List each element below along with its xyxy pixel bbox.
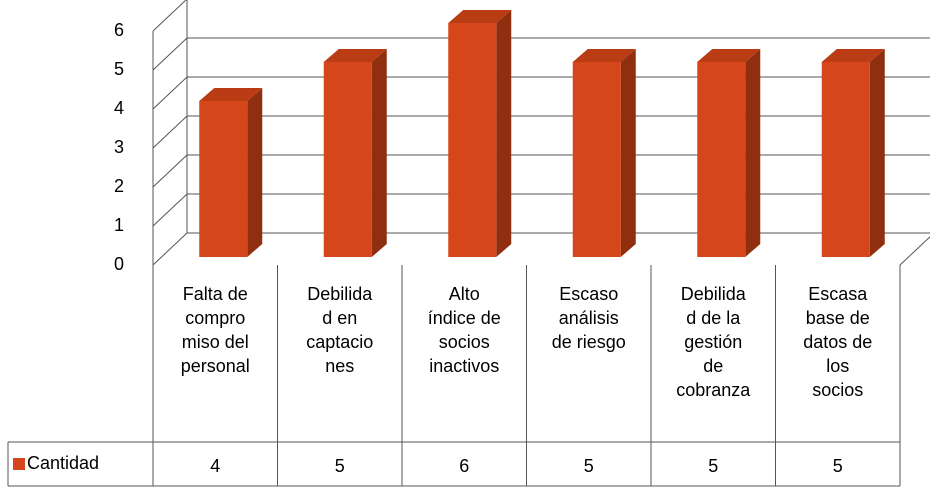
bar-top [323,49,387,62]
bar-front [697,62,746,257]
bar-side [247,88,263,257]
x-tick-label: Escaso análisis de riesgo [551,284,626,352]
grid-line [152,76,930,110]
bar-side [869,49,885,257]
table-value: 5 [832,456,843,476]
grid-line [152,37,930,71]
bar-front [448,23,497,257]
y-tick-label: 0 [114,254,124,274]
table-value: 6 [459,456,470,476]
y-tick-label: 4 [114,98,124,118]
x-tick-label: Escasa base de datos de los socios [803,284,873,400]
bar [199,88,263,257]
x-tick-label: Debilida d de la gestión de cobranza [676,284,751,400]
y-tick-label: 5 [114,59,124,79]
bar-side [745,49,761,257]
legend-swatch [13,458,25,470]
y-tick-label: 3 [114,137,124,157]
bar-side [620,49,636,257]
grid-line [152,232,930,266]
bar-front [199,101,248,257]
bar [821,49,885,257]
bar-side [371,49,387,257]
y-tick-label: 2 [114,176,124,196]
table-value: 5 [583,456,594,476]
legend-label: Cantidad [27,453,100,473]
bar [323,49,387,257]
bar-top [572,49,636,62]
bar [572,49,636,257]
grid-line [152,193,930,227]
bar-side [496,10,512,257]
bar-front [821,62,870,257]
floor-edge [899,236,930,266]
bar-top [697,49,761,62]
grid-line [152,115,930,149]
x-tick-label: Falta de compro miso del personal [180,284,250,376]
x-tick-label: Debilida d en captacio nes [306,284,374,376]
x-tick-label: Alto índice de socios inactivos [427,284,501,376]
bar-front [323,62,372,257]
bar-top [821,49,885,62]
bar-front [572,62,621,257]
bar-top [448,10,512,23]
grid-line [152,0,187,32]
bar [697,49,761,257]
table-value: 5 [334,456,345,476]
bar [448,10,512,257]
y-tick-label: 1 [114,215,124,235]
grid-line [152,154,930,188]
y-tick-label: 6 [114,20,124,40]
table-value: 5 [708,456,719,476]
bar-top [199,88,263,101]
table-value: 4 [210,456,221,476]
